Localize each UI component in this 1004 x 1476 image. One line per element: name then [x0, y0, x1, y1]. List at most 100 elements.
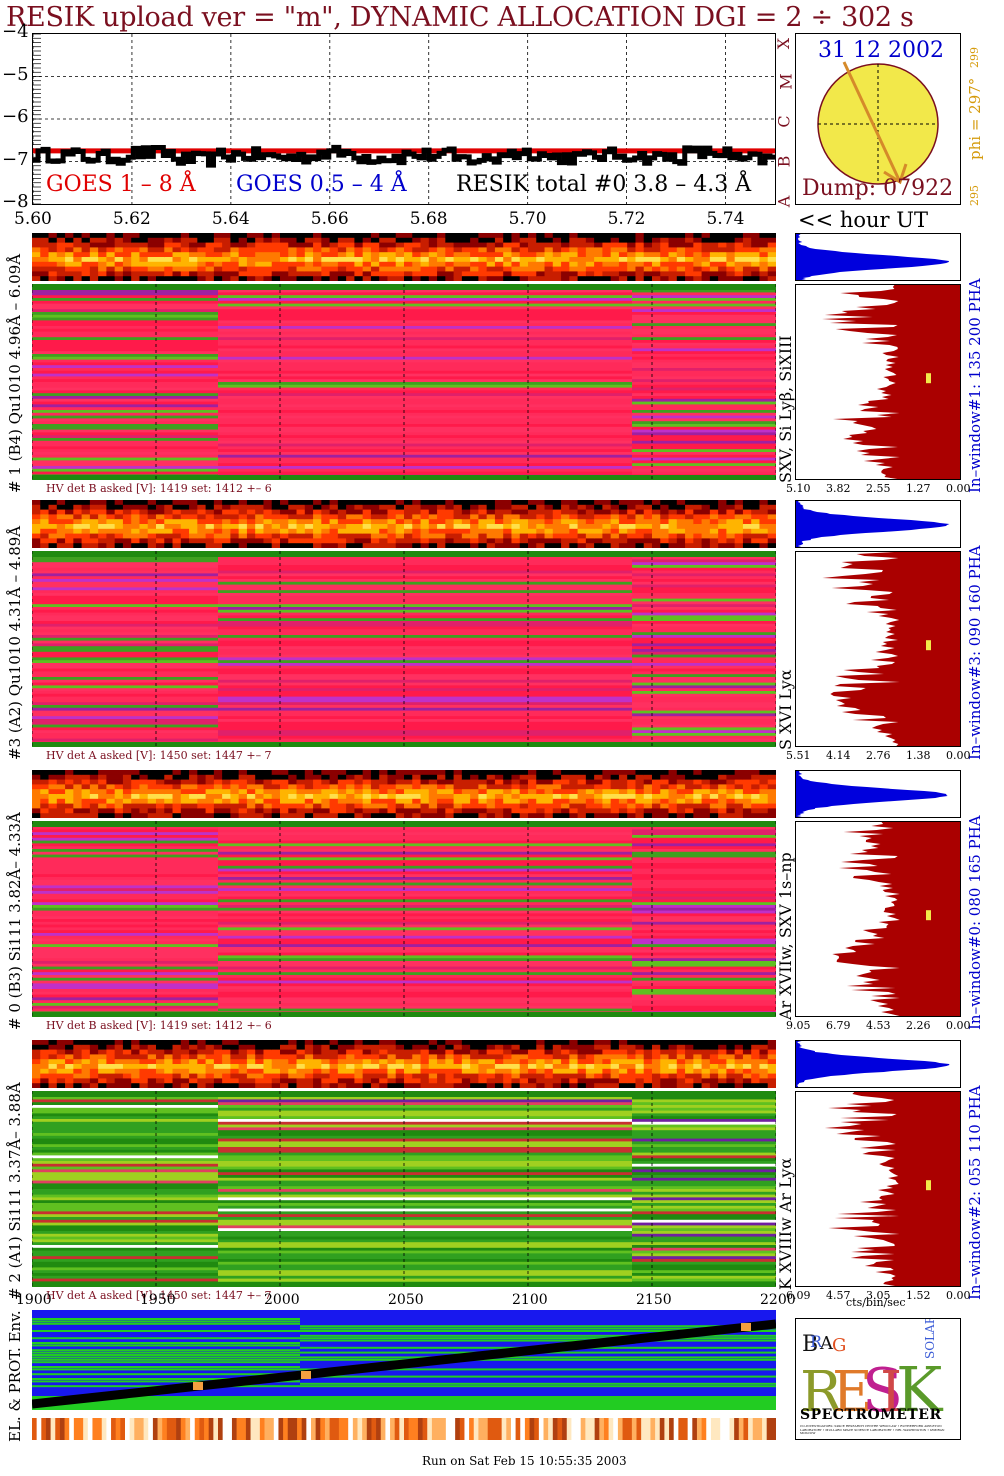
map-line: [32, 902, 218, 906]
map-line: [32, 356, 218, 360]
strip-cell: [561, 233, 570, 239]
strip-cell: [205, 543, 215, 548]
strip-cell: [676, 509, 686, 515]
map-line: [32, 955, 218, 959]
map-line: [218, 882, 632, 886]
strip-cell: [362, 247, 372, 253]
map-line: [218, 1119, 632, 1123]
strip-cell: [751, 794, 760, 800]
strip-cell: [230, 504, 240, 511]
hist-top-svg: [796, 501, 950, 547]
strip-cell: [230, 1068, 240, 1075]
strip-cell: [594, 257, 603, 263]
map-line: [218, 438, 632, 442]
strip-cell: [577, 500, 587, 506]
strip-cell: [288, 803, 298, 809]
strip-column: [97, 1418, 103, 1440]
strip-cell: [528, 794, 537, 800]
map-line: [218, 1105, 632, 1109]
strip-cell: [751, 261, 760, 268]
strip-cell: [759, 798, 769, 805]
strip-cell: [313, 252, 322, 258]
strip-cell: [742, 779, 752, 785]
map-line: [218, 612, 632, 616]
strip-column: [348, 1418, 354, 1440]
strip-cell: [470, 1064, 479, 1070]
strip-cell: [428, 1049, 438, 1055]
map-line: [218, 1172, 632, 1176]
strip-cell: [420, 1054, 430, 1060]
strip-cell: [445, 1073, 455, 1079]
strip-cell: [379, 1073, 388, 1079]
strip-cell: [709, 524, 719, 530]
strip-cell: [280, 252, 289, 258]
strip-cell: [296, 233, 306, 239]
strip-cell: [511, 784, 521, 790]
strip-cell: [577, 1078, 587, 1084]
strip-cell: [561, 543, 570, 548]
strip-cell: [139, 1059, 149, 1065]
map-line: [632, 649, 776, 653]
strip-cell: [172, 247, 182, 253]
strip-cell: [461, 1073, 471, 1079]
strip-cell: [767, 1083, 776, 1088]
strip-cell: [652, 779, 661, 785]
strip-cell: [180, 276, 190, 281]
strip-cell: [652, 1068, 661, 1075]
strip-cell: [709, 803, 719, 809]
strip-cell: [494, 1054, 504, 1060]
strip-cell: [470, 779, 479, 785]
strip-cell: [147, 242, 157, 248]
strip-cell: [280, 538, 289, 544]
map-line: [32, 1211, 218, 1215]
env-line: [300, 1375, 776, 1378]
strip-cell: [685, 789, 694, 795]
map-line: [632, 1278, 776, 1282]
strip-cell: [759, 808, 769, 814]
strip-cell: [709, 1073, 719, 1079]
strip-cell: [271, 242, 281, 248]
map-line: [32, 612, 218, 616]
map-line: [218, 326, 632, 330]
map-line: [32, 649, 218, 653]
strip-cell: [759, 774, 769, 781]
strip-cell: [313, 770, 322, 776]
strip-cell: [280, 779, 289, 785]
strip-cell: [751, 1059, 760, 1065]
strip-cell: [156, 808, 165, 814]
strip-cell: [48, 779, 58, 785]
strip-cell: [643, 789, 653, 795]
strip-cell: [205, 794, 215, 800]
strip-cell: [734, 1068, 744, 1075]
strip-cell: [304, 1054, 314, 1060]
map-line: [218, 1261, 632, 1265]
strip-cell: [668, 247, 678, 253]
map-line: [32, 693, 218, 697]
map-line: [218, 1217, 632, 1221]
strip-cell: [676, 271, 686, 277]
strip-cell: [437, 813, 446, 818]
strip-cell: [222, 247, 231, 253]
strip-cell: [131, 803, 140, 809]
strip-cell: [271, 1078, 281, 1084]
strip-cell: [139, 247, 149, 253]
strip-cell: [321, 813, 331, 818]
map-line: [32, 1203, 218, 1207]
strip-cell: [56, 504, 66, 511]
strip-cell: [635, 237, 645, 244]
strip-cell: [114, 519, 124, 525]
strip-cell: [577, 276, 587, 281]
strip-cell: [48, 233, 58, 239]
map-line: [32, 337, 218, 341]
map-line: [632, 651, 776, 655]
map-line: [218, 460, 632, 464]
strip-cell: [585, 789, 595, 795]
strip-cell: [709, 242, 719, 248]
strip-cell: [544, 504, 554, 511]
strip-cell: [503, 779, 512, 785]
strip-cell: [213, 798, 223, 805]
strip-cell: [387, 543, 397, 548]
strip-cell: [271, 543, 281, 548]
strip-cell: [453, 514, 463, 520]
strip-cell: [693, 1073, 703, 1079]
